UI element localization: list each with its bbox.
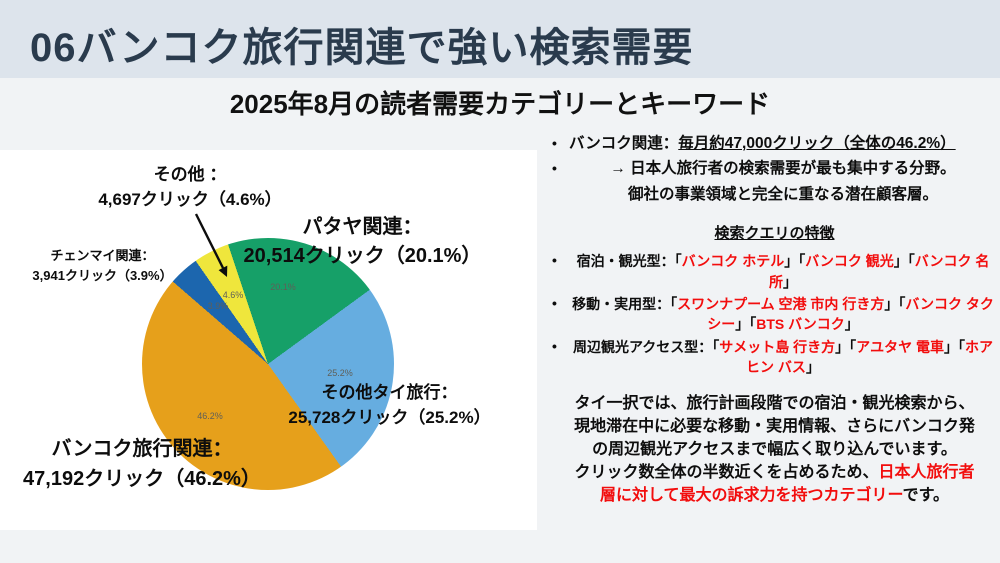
conclusion-paragraph: クリック数全体の半数近くを占めるため、日本人旅行者層に対して最大の訴求力を持つカ… (574, 464, 975, 505)
line-customer-layer-text: 御社の事業領域と完全に重なる潜在顧客層。 (627, 185, 938, 203)
callout-chiangmai-label: チェンマイ関連： (50, 248, 155, 263)
bullet-transport-type: • 移動・実用型：「スワンナプーム 空港 市内 行き方」「バンコク タクシー」「… (552, 294, 997, 335)
bullet-access-type: • 周辺観光アクセス型：「サメット島 行き方」「アユタヤ 電車」「ホアヒン バス… (552, 337, 997, 378)
bullet-dot: • (552, 252, 557, 269)
callout-chiangmai-value: 3,941クリック（3.9%） (32, 267, 173, 283)
bullet-bangkok-clicks-text: バンコク関連：毎月約47,000クリック（全体の46.2%） (569, 135, 956, 152)
callout-bangkok-value: 47,192クリック（46.2%） (23, 468, 261, 490)
slide-title: 06バンコク旅行関連で強い検索需要 (30, 26, 694, 70)
callout-other-thai-label: その他タイ旅行： (321, 383, 458, 402)
summary-paragraph: タイ一択では、旅行計画段階での宿泊・観光検索から、現地滞在中に必要な移動・実用情… (574, 395, 975, 459)
slide-subtitle: 2025年8月の読者需要カテゴリーとキーワード (229, 89, 771, 119)
slice-pct-other-thai: 25.2% (327, 368, 353, 378)
bullet-demand-focus-text: → 日本人旅行者の検索需要が最も集中する分野。 (610, 160, 956, 178)
callout-other-thai: その他タイ旅行： 25,728クリック（25.2%） (242, 381, 537, 430)
callout-pattaya-label: パタヤ関連： (302, 216, 423, 238)
callout-pattaya: パタヤ関連： 20,514クリック（20.1%） (205, 213, 520, 271)
bullet-dot: • (552, 160, 557, 177)
callout-other-label: その他 ： (153, 165, 227, 184)
callout-other-value: 4,697クリック（4.6%） (98, 189, 282, 209)
callout-bangkok: バンコク旅行関連： 47,192クリック（46.2%） (0, 434, 292, 494)
callout-chiangmai: チェンマイ関連： 3,941クリック（3.9%） (0, 246, 205, 285)
slice-pct-pattaya: 20.1% (270, 282, 296, 292)
callout-pattaya-value: 20,514クリック（20.1%） (243, 245, 482, 267)
callout-other: その他 ： 4,697クリック（4.6%） (40, 163, 340, 212)
slice-pct-chiangmai: 3.9% (207, 301, 229, 311)
bullet-lodging-type-text: 宿泊・観光型：「バンコク ホテル」「バンコク 観光」「バンコク 名所」 (576, 253, 990, 290)
bullet-demand-focus: • → 日本人旅行者の検索需要が最も集中する分野。 (552, 159, 997, 179)
callout-other-thai-value: 25,728クリック（25.2%） (288, 407, 491, 427)
features-heading: 検索クエリの特徴 (714, 225, 835, 243)
right-column: • バンコク関連：毎月約47,000クリック（全体の46.2%） • → 日本人… (552, 134, 997, 507)
bullet-dot: • (552, 337, 557, 354)
bullet-access-type-text: 周辺観光アクセス型：「サメット島 行き方」「アユタヤ 電車」「ホアヒン バス」 (572, 338, 994, 375)
bullet-lodging-type: • 宿泊・観光型：「バンコク ホテル」「バンコク 観光」「バンコク 名所」 (552, 251, 997, 292)
slide-header: 06バンコク旅行関連で強い検索需要 (0, 0, 1000, 78)
pie-chart (142, 238, 394, 490)
bullet-dot: • (552, 294, 557, 311)
slice-pct-bangkok: 46.2% (197, 411, 223, 421)
bullet-dot: • (552, 135, 557, 151)
bullet-bangkok-clicks: • バンコク関連：毎月約47,000クリック（全体の46.2%） (552, 134, 997, 154)
pie-chart-panel: 20.1% 25.2% 46.2% 3.9% 4.6% その他 ： 4,697ク… (0, 150, 537, 530)
bullet-transport-type-text: 移動・実用型：「スワンナプーム 空港 市内 行き方」「バンコク タクシー」「BT… (572, 295, 994, 333)
line-customer-layer: 御社の事業領域と完全に重なる潜在顧客層。 (552, 185, 997, 205)
callout-bangkok-label: バンコク旅行関連： (51, 438, 233, 460)
slice-pct-other: 4.6% (222, 290, 244, 300)
